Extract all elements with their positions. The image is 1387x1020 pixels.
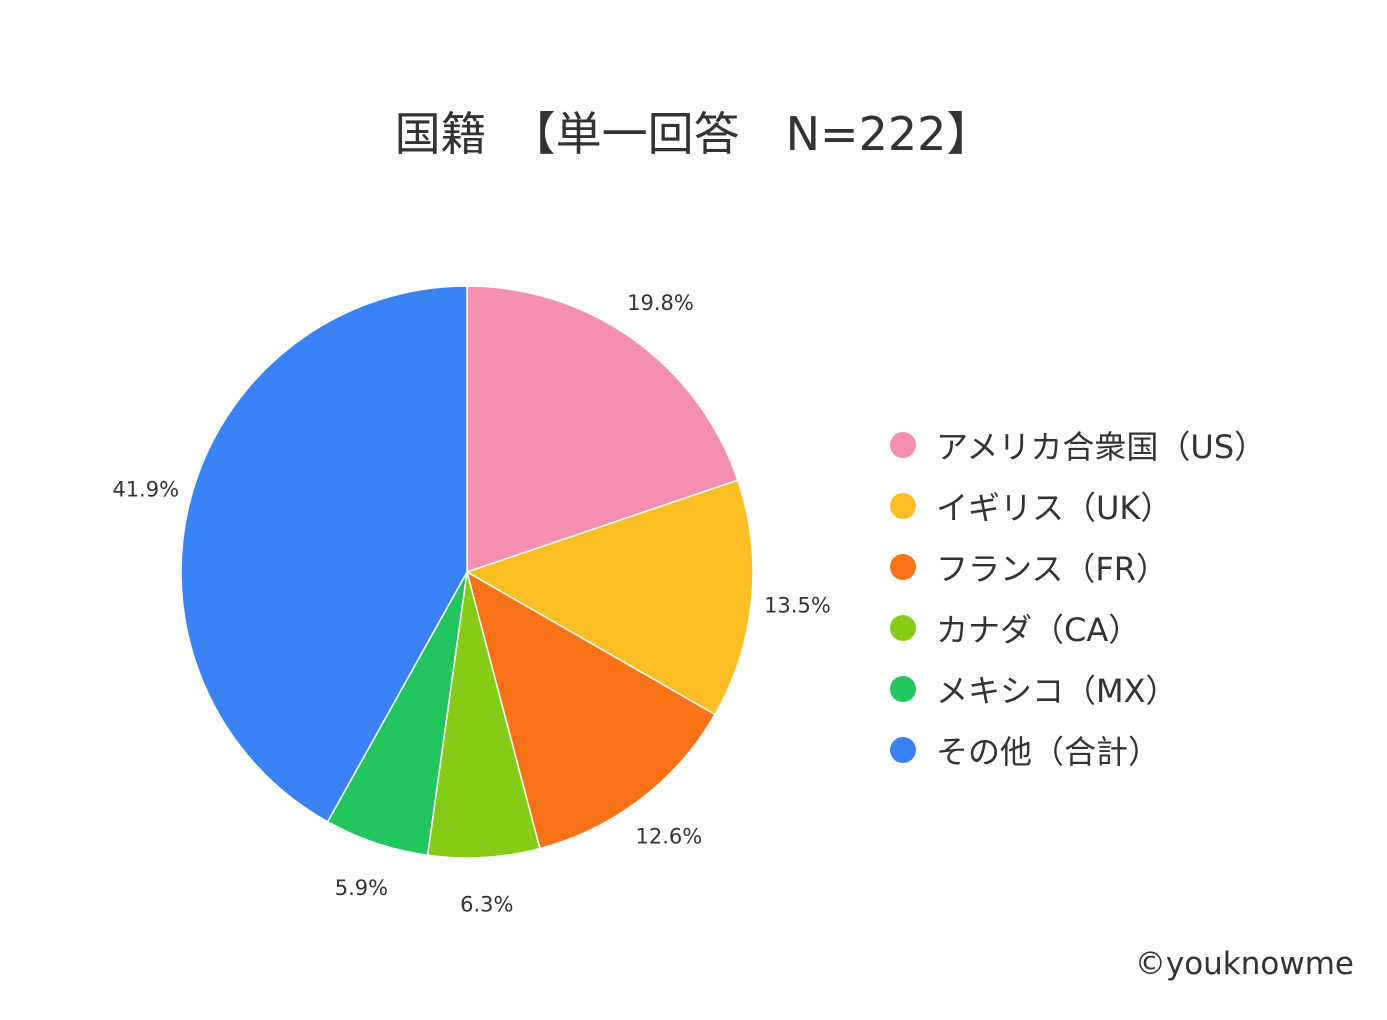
legend-item: フランス（FR） xyxy=(890,536,1266,597)
chart-title: 国籍 【単一回答 N=222】 xyxy=(394,107,993,161)
legend-marker xyxy=(890,614,916,641)
pie-slice xyxy=(180,285,468,823)
legend-marker xyxy=(890,736,916,763)
legend-label: メキシコ（MX） xyxy=(936,671,1178,710)
legend-item: その他（合計） xyxy=(890,719,1266,780)
copyright-credit: ©youknowme xyxy=(1134,946,1354,982)
legend-marker xyxy=(890,675,916,702)
legend: アメリカ合衆国（US） イギリス（UK） フランス（FR） カナダ（CA） メキシコ（M… xyxy=(890,414,1266,780)
legend-label: フランス（FR） xyxy=(936,549,1169,588)
legend-label: カナダ（CA） xyxy=(936,610,1141,649)
legend-item: イギリス（UK） xyxy=(890,475,1266,536)
legend-item: カナダ（CA） xyxy=(890,597,1266,658)
data-label: 6.3% xyxy=(460,892,513,916)
data-label: 5.9% xyxy=(335,876,388,900)
pie-slice xyxy=(465,570,717,850)
legend-marker xyxy=(890,553,916,580)
legend-marker xyxy=(890,431,916,458)
legend-item: メキシコ（MX） xyxy=(890,658,1266,719)
pie-slice xyxy=(466,285,739,574)
legend-item: アメリカ合衆国（US） xyxy=(890,414,1266,475)
legend-label: アメリカ合衆国（US） xyxy=(936,427,1267,466)
legend-label: その他（合計） xyxy=(936,732,1161,771)
data-label: 12.6% xyxy=(635,825,702,849)
pie-slice xyxy=(465,479,754,716)
data-label: 13.5% xyxy=(764,593,831,617)
pie-slice xyxy=(426,571,541,859)
legend-marker xyxy=(890,492,916,519)
legend-label: イギリス（UK） xyxy=(936,488,1173,527)
data-label: 19.8% xyxy=(627,291,694,315)
data-label: 41.9% xyxy=(112,477,179,501)
